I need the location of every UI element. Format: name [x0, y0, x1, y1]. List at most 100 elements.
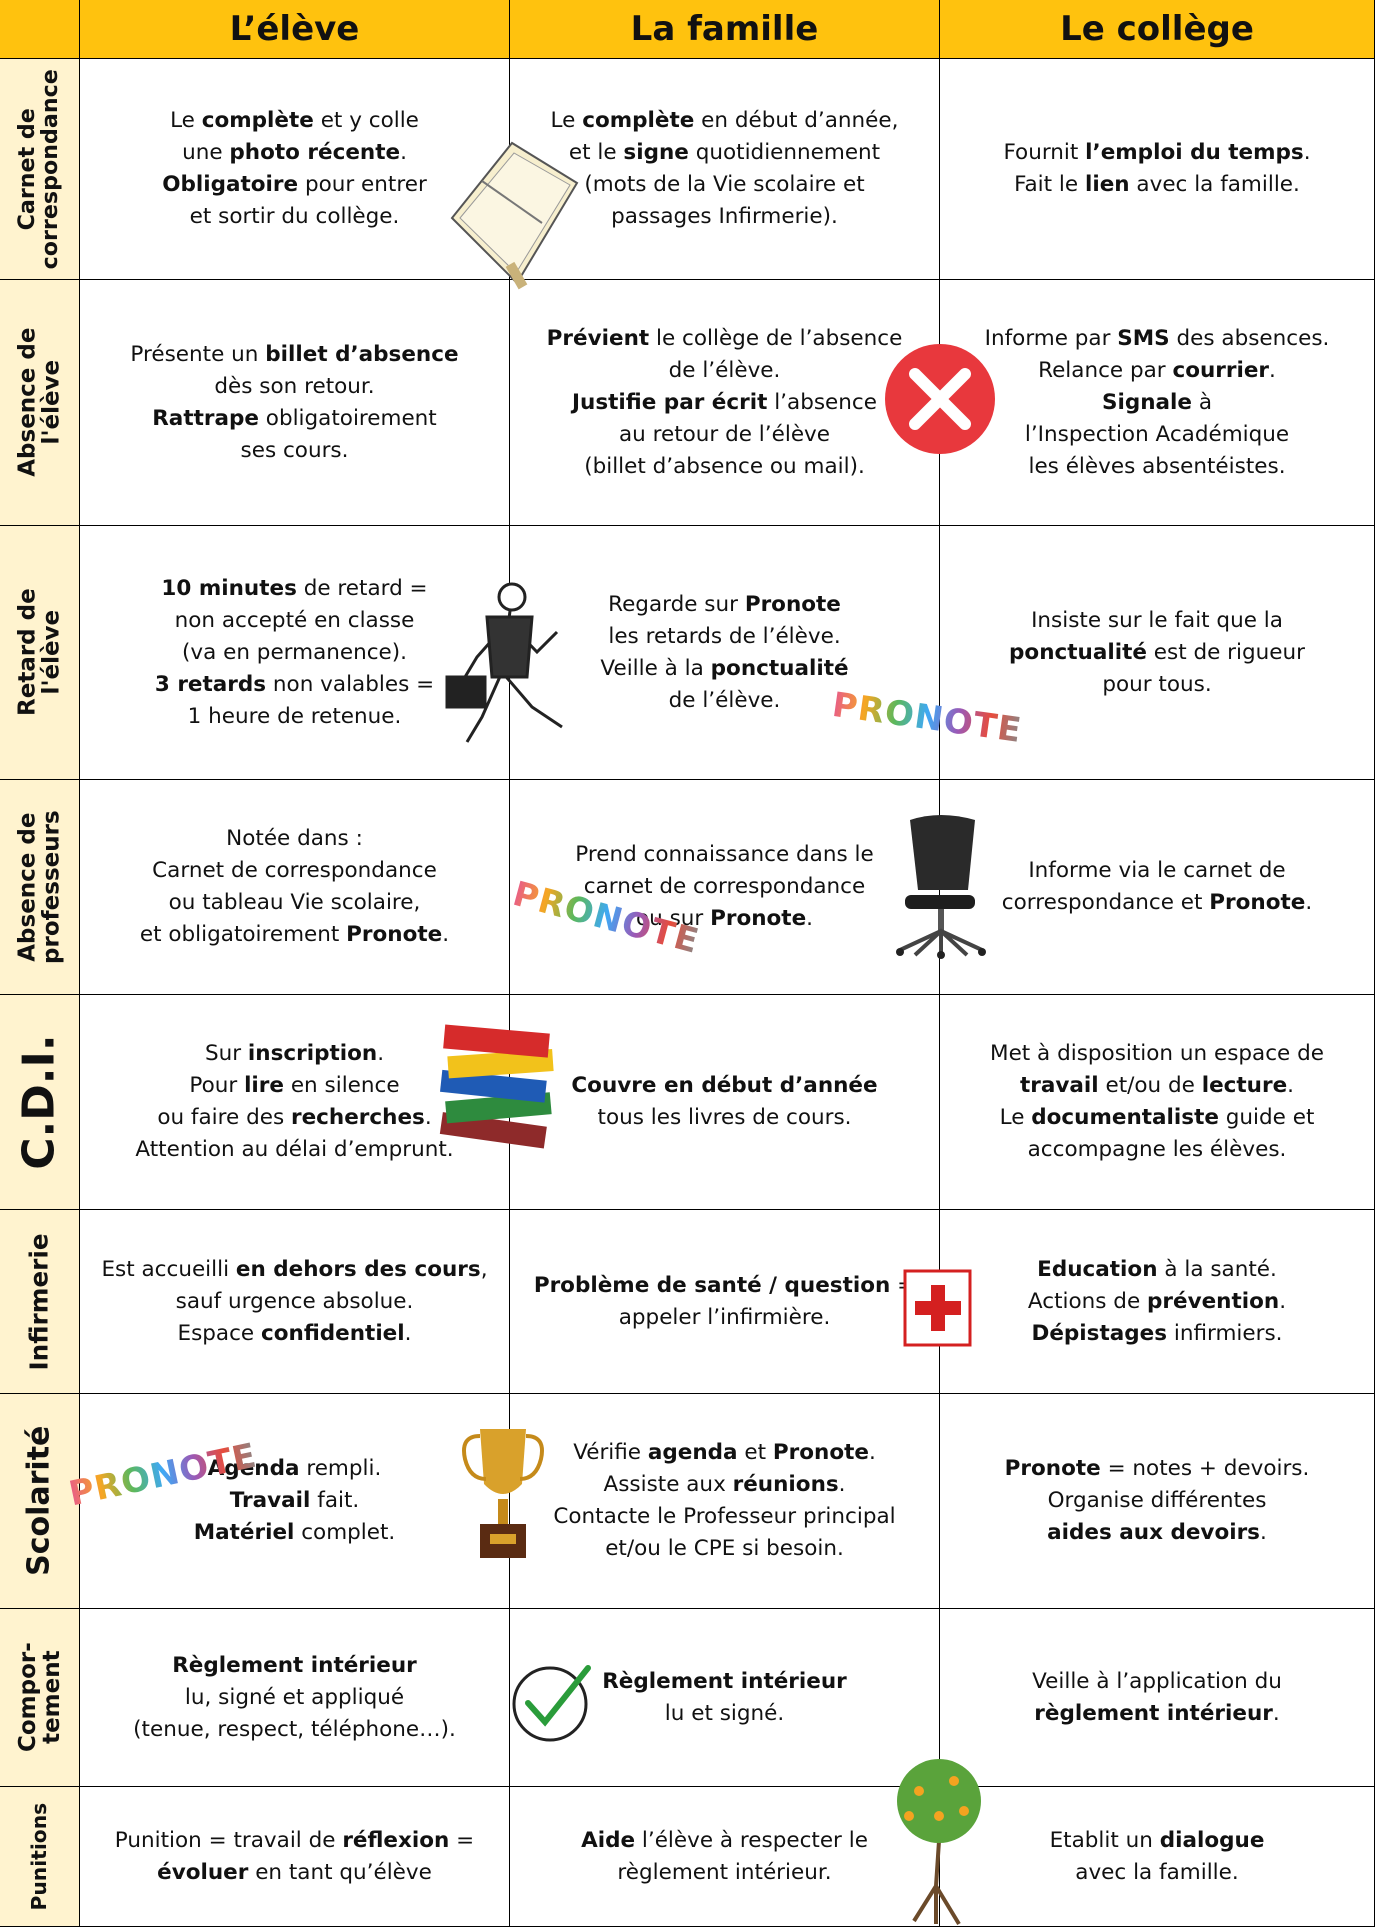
text: . — [1303, 140, 1311, 165]
text: Veille à l’application du — [1032, 1668, 1282, 1694]
bold-text: lire — [244, 1073, 284, 1098]
row-header-line: C.D.I. — [13, 1034, 65, 1170]
text-line: Informe par SMS des absences. — [985, 323, 1330, 355]
text: Fournit — [1003, 140, 1086, 165]
text: . — [1269, 357, 1276, 383]
bold-text: 3 retards — [154, 671, 267, 697]
text-line: ou tableau Vie scolaire, — [169, 887, 421, 919]
table-cell: Etablit un dialogue avec la famille. — [940, 1787, 1375, 1927]
bold-text: ponctualité — [1009, 639, 1147, 665]
text-line: Pour lire en silence — [189, 1070, 399, 1102]
text: lu, signé et appliqué — [184, 1684, 405, 1710]
table-cell: Informe par SMS des absences. Relance par… — [940, 280, 1375, 526]
text-line: pour tous. — [1102, 669, 1211, 701]
text-line: et obligatoirement Pronote. — [140, 919, 449, 951]
text-line: (billet d’absence ou mail). — [584, 451, 865, 483]
text: non accepté en classe — [174, 607, 415, 633]
bold-text: Problème de santé / question — [533, 1272, 891, 1298]
table-cell: Notée dans : Carnet de correspondance ou t… — [80, 780, 510, 995]
row-header-line: Scolarité — [21, 1425, 57, 1577]
text: ses cours. — [240, 437, 349, 463]
text-line: Le documentaliste guide et — [1000, 1102, 1315, 1134]
text: Organise différentes — [1047, 1488, 1267, 1513]
text-line: correspondance et Pronote. — [1002, 887, 1312, 919]
text-line: Sur inscription. — [205, 1038, 384, 1070]
text: carnet de correspondance — [583, 874, 866, 899]
bold-text: réunions — [732, 1472, 839, 1497]
text: non valables = — [266, 671, 435, 697]
text: . — [400, 140, 407, 165]
table-cell: Le complète en début d’année, et le signe… — [510, 59, 940, 280]
text: quotidiennement — [688, 140, 881, 165]
text: Insiste sur le fait que la — [1031, 607, 1283, 633]
text: Présente un — [130, 341, 266, 367]
text-line: avec la famille. — [1075, 1857, 1238, 1889]
bold-text: Matériel — [193, 1520, 295, 1545]
text: accompagne les élèves. — [1027, 1137, 1287, 1162]
bold-text: réflexion — [342, 1827, 450, 1853]
row-header-text: Scolarité — [21, 1425, 57, 1577]
bold-text: complète — [582, 108, 695, 133]
table-cell: Problème de santé / question = appeler l’… — [510, 1210, 940, 1394]
text-line: Règlement intérieur — [602, 1666, 847, 1698]
text-line: Présente un billet d’absence — [130, 339, 458, 371]
text-line: tous les livres de cours. — [598, 1102, 852, 1134]
text: complet. — [294, 1520, 396, 1545]
text: 1 heure de retenue. — [187, 703, 402, 729]
table-cell: Règlement intérieur lu et signé. — [510, 1609, 940, 1787]
text-line: lu et signé. — [665, 1698, 784, 1730]
text: ou faire des — [157, 1105, 291, 1130]
text-line: dès son retour. — [214, 371, 374, 403]
text: et le — [568, 140, 624, 165]
text: Punition = travail de — [114, 1827, 343, 1853]
bold-text: agenda — [647, 1440, 738, 1465]
text: . — [1272, 1700, 1280, 1726]
text-line: Aide l’élève à respecter le — [581, 1825, 868, 1857]
table-cell: Insiste sur le fait que la ponctualité es… — [940, 526, 1375, 780]
text: Fait le — [1014, 172, 1085, 197]
text-line: ou faire des recherches. — [157, 1102, 431, 1134]
text-line: Justifie par écrit l’absence — [572, 387, 877, 419]
row-header-text: Absence de l'élève — [14, 328, 64, 477]
text: Le — [170, 108, 202, 133]
bold-text: Pronote — [772, 1440, 869, 1465]
text: et/ou de — [1098, 1073, 1202, 1098]
text-line: Dépistages infirmiers. — [1031, 1318, 1282, 1350]
bold-text: Education — [1037, 1256, 1158, 1282]
text-line: l’Inspection Académique — [1025, 419, 1289, 451]
bold-text: l’emploi du temps — [1085, 140, 1304, 165]
text: le collège de l’absence — [649, 325, 903, 351]
bold-text: Aide — [581, 1827, 636, 1853]
bold-text: règlement intérieur — [1034, 1700, 1273, 1726]
row-header: Punitions — [0, 1787, 80, 1927]
text-line: Relance par courrier. — [1038, 355, 1276, 387]
row-header-text: Carnet de correspondance — [14, 69, 63, 269]
text-line: Actions de prévention. — [1028, 1286, 1286, 1318]
text: et obligatoirement — [139, 922, 347, 947]
text: avec la famille. — [1075, 1859, 1239, 1885]
row-header-line: professeurs — [38, 810, 65, 964]
text-line: Punition = travail de réflexion = — [115, 1825, 474, 1857]
bold-text: aides aux devoirs — [1047, 1520, 1260, 1545]
text: pour entrer — [298, 172, 427, 197]
bold-text: complète — [201, 108, 314, 133]
text: passages Infirmerie). — [611, 204, 838, 229]
text: Informe par — [984, 325, 1118, 351]
text: correspondance et — [1001, 890, 1210, 915]
text: . — [404, 1320, 412, 1346]
bold-text: confidentiel — [261, 1320, 405, 1346]
bold-text: Rattrape — [152, 405, 259, 431]
text: Le — [550, 108, 583, 133]
table-cell: Met à disposition un espace de travail et… — [940, 995, 1375, 1210]
text-line: appeler l’infirmière. — [619, 1302, 831, 1334]
text: ou sur — [636, 906, 710, 931]
text-line: (mots de la Vie scolaire et — [584, 169, 864, 201]
table-cell: Education à la santé. Actions de préventi… — [940, 1210, 1375, 1394]
text-line: et le signe quotidiennement — [569, 137, 880, 169]
text-line: carnet de correspondance — [584, 871, 865, 903]
text-line: Contacte le Professeur principal — [553, 1501, 895, 1533]
bold-text: Dépistages — [1031, 1320, 1168, 1346]
text: = — [449, 1827, 475, 1853]
text: et/ou le CPE si besoin. — [605, 1536, 844, 1561]
